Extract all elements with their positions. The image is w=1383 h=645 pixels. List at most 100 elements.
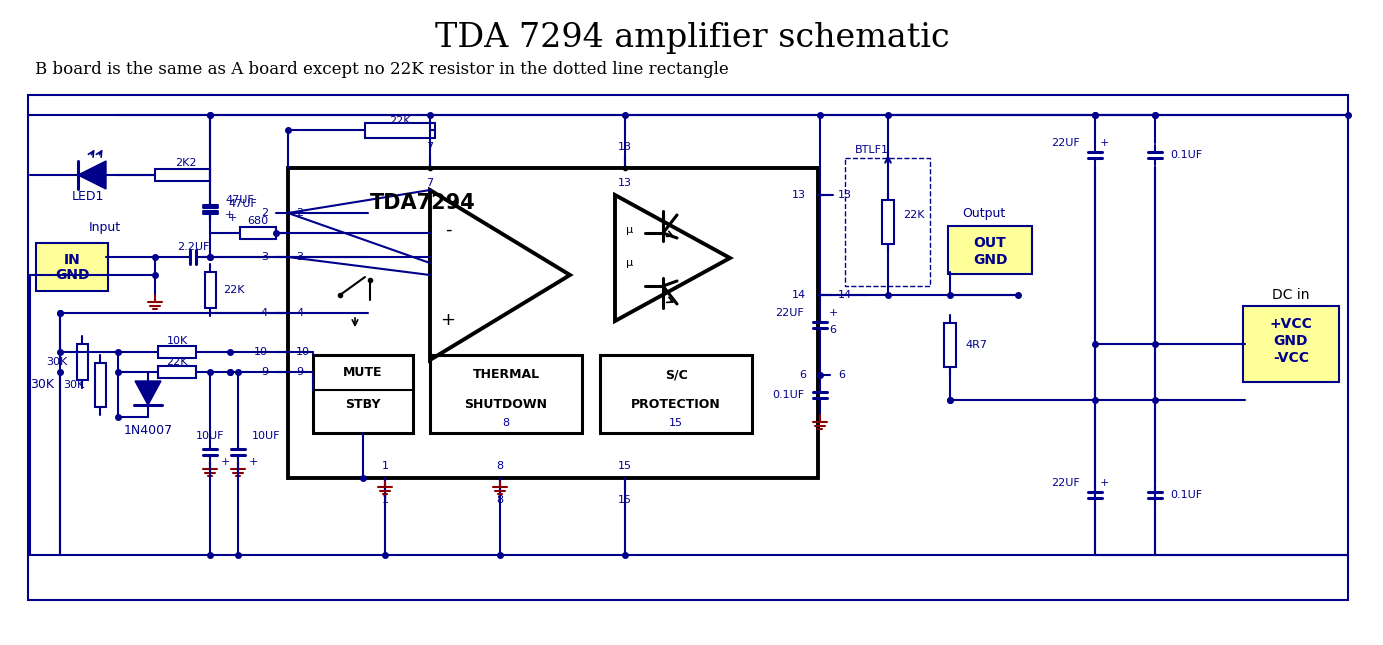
Text: 2K2: 2K2 <box>176 158 196 168</box>
Text: -VCC: -VCC <box>1272 351 1308 365</box>
Bar <box>365 123 436 138</box>
Text: 7: 7 <box>426 178 433 188</box>
Text: 0.1UF: 0.1UF <box>1170 150 1202 160</box>
Bar <box>430 355 582 433</box>
Bar <box>95 363 106 407</box>
Text: 4R7: 4R7 <box>965 340 987 350</box>
Text: BTLF1: BTLF1 <box>855 145 889 155</box>
Text: 1: 1 <box>382 495 389 505</box>
Text: 13: 13 <box>838 190 852 200</box>
Text: 0.1UF: 0.1UF <box>1170 490 1202 500</box>
Text: TDA7294: TDA7294 <box>371 193 476 213</box>
Text: 7: 7 <box>426 142 433 152</box>
Text: 6: 6 <box>838 370 845 380</box>
Text: +: + <box>221 457 231 467</box>
Text: 14: 14 <box>838 290 852 300</box>
Text: IN: IN <box>64 253 80 267</box>
FancyBboxPatch shape <box>1243 306 1339 382</box>
Text: 10UF: 10UF <box>196 431 224 441</box>
Bar <box>313 355 414 433</box>
Text: DC in: DC in <box>1272 288 1310 302</box>
Text: +: + <box>828 308 838 318</box>
Text: 47UF: 47UF <box>228 199 257 209</box>
Text: -: - <box>445 221 451 239</box>
Text: GND: GND <box>55 268 90 282</box>
Bar <box>600 355 752 433</box>
Text: 8: 8 <box>502 418 509 428</box>
Text: 3: 3 <box>296 252 303 262</box>
Text: 10K: 10K <box>166 336 188 346</box>
Text: 13: 13 <box>618 142 632 152</box>
Text: 22K: 22K <box>223 285 245 295</box>
Text: Output: Output <box>963 206 1005 219</box>
Text: 22UF: 22UF <box>1051 478 1080 488</box>
Text: 3: 3 <box>261 252 268 262</box>
Text: LED1: LED1 <box>72 190 104 204</box>
Text: 1N4007: 1N4007 <box>123 424 173 437</box>
Text: GND: GND <box>1274 334 1308 348</box>
Text: 2: 2 <box>261 208 268 218</box>
Text: 8: 8 <box>496 461 503 471</box>
Text: 15: 15 <box>669 418 683 428</box>
Text: 10: 10 <box>296 347 310 357</box>
Bar <box>945 323 956 367</box>
Text: 22K: 22K <box>389 116 411 126</box>
Text: 1: 1 <box>382 461 389 471</box>
Text: 9: 9 <box>261 367 268 377</box>
Bar <box>882 200 893 244</box>
Text: 10: 10 <box>254 347 268 357</box>
Text: 6: 6 <box>830 325 837 335</box>
Text: 10UF: 10UF <box>252 431 281 441</box>
Text: 6: 6 <box>799 370 806 380</box>
Text: 4: 4 <box>261 308 268 318</box>
Text: S/C: S/C <box>665 368 687 381</box>
Text: 22UF: 22UF <box>1051 138 1080 148</box>
Text: 22UF: 22UF <box>776 308 804 318</box>
Text: SHUTDOWN: SHUTDOWN <box>465 399 548 412</box>
Bar <box>241 227 277 239</box>
Text: Input: Input <box>89 221 122 235</box>
Text: +: + <box>1099 138 1109 148</box>
Text: μ: μ <box>626 258 633 268</box>
Text: 14: 14 <box>792 290 806 300</box>
Text: GND: GND <box>972 253 1007 267</box>
Polygon shape <box>77 161 106 189</box>
Text: +: + <box>1099 478 1109 488</box>
Bar <box>158 366 196 378</box>
Text: 4: 4 <box>296 308 303 318</box>
Text: 15: 15 <box>618 495 632 505</box>
Text: 9: 9 <box>296 367 303 377</box>
Text: 30K: 30K <box>30 379 54 392</box>
Bar <box>155 169 210 181</box>
Bar <box>288 168 817 478</box>
Text: 680: 680 <box>248 216 268 226</box>
Text: 0.1UF: 0.1UF <box>772 390 804 400</box>
Text: MUTE: MUTE <box>343 366 383 379</box>
Text: +: + <box>228 213 238 223</box>
Text: 15: 15 <box>618 461 632 471</box>
Text: +: + <box>441 311 455 329</box>
Text: THERMAL: THERMAL <box>473 368 539 381</box>
Text: +VCC: +VCC <box>1270 317 1312 331</box>
Text: +: + <box>225 210 234 220</box>
Text: 8: 8 <box>496 495 503 505</box>
Text: PROTECTION: PROTECTION <box>631 399 721 412</box>
FancyBboxPatch shape <box>36 243 108 291</box>
Text: 2.2UF: 2.2UF <box>177 242 209 252</box>
Text: STBY: STBY <box>346 399 380 412</box>
Bar <box>845 158 929 286</box>
Polygon shape <box>136 381 160 405</box>
Text: B board is the same as A board except no 22K resistor in the dotted line rectang: B board is the same as A board except no… <box>35 61 729 79</box>
Bar <box>158 346 196 358</box>
Text: 22K: 22K <box>166 357 188 367</box>
FancyBboxPatch shape <box>947 226 1032 274</box>
Bar <box>205 272 216 308</box>
Text: 47UF: 47UF <box>225 195 253 205</box>
Text: OUT: OUT <box>974 236 1007 250</box>
Bar <box>28 95 1348 600</box>
Text: TDA 7294 amplifier schematic: TDA 7294 amplifier schematic <box>434 22 949 54</box>
Text: 30K: 30K <box>46 357 66 367</box>
Text: μ: μ <box>626 225 633 235</box>
Text: 30K: 30K <box>62 380 84 390</box>
Text: 13: 13 <box>618 178 632 188</box>
